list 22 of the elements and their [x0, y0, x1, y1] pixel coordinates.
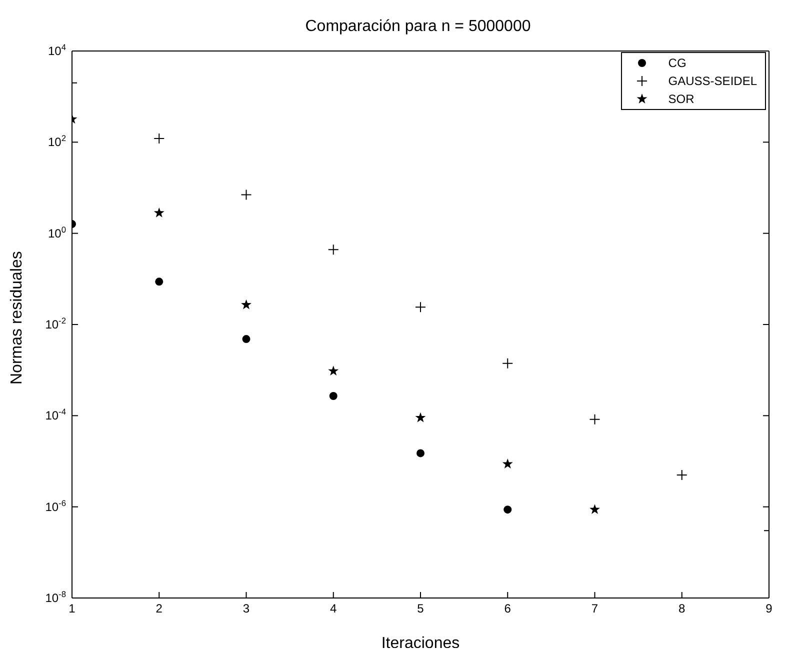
x-tick-label: 3	[242, 602, 250, 616]
y-tick-label: 10$^{-2}$	[45, 316, 66, 332]
x-tick-label: 8	[678, 602, 686, 616]
y-tick-label: 10$^{2}$	[48, 133, 66, 150]
y-tick-label: 10$^{-8}$	[45, 589, 66, 605]
y-tick-label: 10$^{4}$	[48, 42, 66, 58]
x-tick-label: 6	[504, 602, 512, 616]
y-tick-label: 10$^{-4}$	[45, 406, 66, 423]
x-tick-label: 5	[417, 602, 424, 616]
legend-label: CG	[668, 56, 686, 70]
x-tick-label: 4	[330, 602, 338, 616]
y-tick-label: 10$^{0}$	[48, 224, 66, 240]
chart-title: Comparación para n = 5000000	[304, 18, 532, 36]
x-tick-label: 2	[156, 602, 163, 616]
x-tick-label: 7	[591, 602, 598, 616]
x-tick-label: 9	[766, 602, 773, 616]
y-tick-label: 10$^{-6}$	[45, 498, 66, 514]
legend-label: GAUSS-SEIDEL	[668, 74, 757, 88]
x-tick-label: 1	[68, 602, 76, 616]
legend-label: SOR	[668, 92, 694, 106]
x-axis-title: Iteraciones	[381, 635, 460, 652]
y-axis-title: Normas residuales	[8, 251, 26, 384]
